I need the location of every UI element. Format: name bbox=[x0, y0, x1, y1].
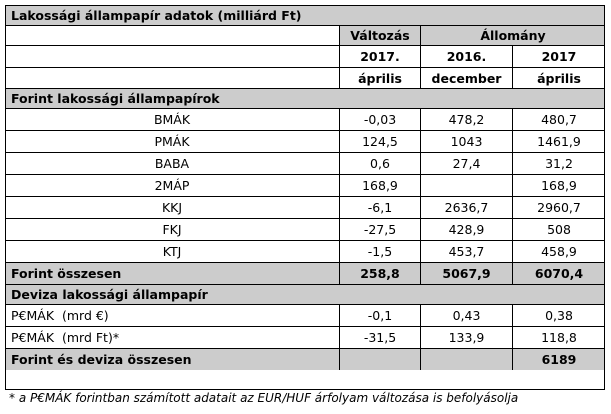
grand-total-row: Forint és deviza összesen 6189 bbox=[5, 349, 605, 370]
grand-total-label: Forint és deviza összesen bbox=[5, 349, 340, 370]
forint-section-title-text: Forint lakossági állampapírok bbox=[11, 91, 220, 106]
table-row: FKJ -27,5 428,9 508 bbox=[5, 219, 605, 241]
row-dec2016: 2636,7 bbox=[421, 197, 513, 218]
row-change: -0,03 bbox=[340, 109, 421, 130]
forint-section-title: Forint lakossági állampapírok bbox=[5, 89, 605, 109]
row-apr2017: 480,7 bbox=[541, 112, 577, 127]
grand-total-change bbox=[340, 349, 421, 370]
header-col2-year: 2016. bbox=[421, 46, 513, 67]
row-name: FKJ bbox=[5, 219, 340, 240]
header-col3-year: 2017 bbox=[513, 46, 605, 67]
header-col3-month-text: április bbox=[537, 70, 581, 86]
row-change: -1,5 bbox=[340, 241, 421, 262]
forint-total-change: 258,8 bbox=[340, 263, 421, 284]
row-dec2016: 1043 bbox=[421, 131, 513, 152]
row-apr2017: 118,8 bbox=[541, 330, 577, 345]
grand-total-apr2017: 6189 bbox=[541, 352, 577, 367]
forint-total-dec2016: 5067,9 bbox=[421, 263, 513, 284]
header-col2-month: december bbox=[421, 68, 513, 88]
forint-total-apr2017: 6070,4 bbox=[534, 266, 584, 281]
header-change-label: Változás bbox=[350, 28, 410, 43]
header-col2-month-text: december bbox=[431, 70, 502, 86]
footnote: * a P€MÁK forintban számított adatait az… bbox=[9, 391, 519, 405]
row-name: P€MÁK (mrd Ft)* bbox=[5, 327, 340, 348]
row-change: 124,5 bbox=[340, 131, 421, 152]
row-apr2017: 31,2 bbox=[545, 156, 573, 171]
row-name: P€MÁK (mrd €) bbox=[5, 305, 340, 326]
table-title-text: Lakossági állampapír adatok (milliárd Ft… bbox=[11, 7, 302, 23]
header-blank bbox=[5, 26, 340, 45]
row-name: KKJ bbox=[5, 197, 340, 218]
table-row: KKJ -6,1 2636,7 2960,7 bbox=[5, 197, 605, 219]
row-dec2016: 0,43 bbox=[421, 305, 513, 326]
row-name: BMÁK bbox=[5, 109, 340, 130]
row-apr2017: 458,9 bbox=[541, 244, 577, 259]
header-row-years: 2017. 2016. 2017 bbox=[5, 46, 605, 68]
table-title: Lakossági állampapír adatok (milliárd Ft… bbox=[5, 5, 605, 26]
header-row-labels: Változás Állomány bbox=[5, 26, 605, 46]
row-change: -27,5 bbox=[340, 219, 421, 240]
header-row-months: április december április bbox=[5, 68, 605, 89]
header-stock: Állomány bbox=[421, 26, 605, 45]
table-row: P€MÁK (mrd €) -0,1 0,43 0,38 bbox=[5, 305, 605, 327]
row-apr2017: 168,9 bbox=[541, 178, 577, 193]
row-dec2016 bbox=[421, 175, 513, 196]
row-apr2017: 0,38 bbox=[545, 308, 573, 323]
grand-total-dec2016 bbox=[421, 349, 513, 370]
row-dec2016: 133,9 bbox=[421, 327, 513, 348]
row-name: PMÁK bbox=[5, 131, 340, 152]
row-dec2016: 27,4 bbox=[421, 153, 513, 174]
row-change: 0,6 bbox=[340, 153, 421, 174]
row-change: -6,1 bbox=[340, 197, 421, 218]
table-row: KTJ -1,5 453,7 458,9 bbox=[5, 241, 605, 263]
header-col2-year-text: 2016. bbox=[446, 49, 487, 64]
table-row: PMÁK 124,5 1043 1461,9 bbox=[5, 131, 605, 153]
header-blank-3 bbox=[5, 68, 340, 88]
row-apr2017: 1461,9 bbox=[537, 134, 581, 149]
header-col3-month: április bbox=[513, 68, 605, 88]
table-row: BMÁK -0,03 478,2 480,7 bbox=[5, 109, 605, 131]
header-col1-year: 2017. bbox=[340, 46, 421, 67]
header-col1-year-text: 2017. bbox=[360, 49, 400, 64]
row-name: KTJ bbox=[5, 241, 340, 262]
row-apr2017: 508 bbox=[547, 222, 571, 237]
header-col1-month-text: április bbox=[358, 70, 402, 86]
header-stock-label: Állomány bbox=[480, 28, 546, 43]
forint-total-row: Forint összesen 258,8 5067,9 6070,4 bbox=[5, 263, 605, 285]
row-apr2017: 2960,7 bbox=[537, 200, 581, 215]
row-name: BABA bbox=[5, 153, 340, 174]
table-row: BABA 0,6 27,4 31,2 bbox=[5, 153, 605, 175]
header-change: Változás bbox=[340, 26, 421, 45]
table-row: 2MÁP 168,9 168,9 bbox=[5, 175, 605, 197]
header-col1-month: április bbox=[340, 68, 421, 88]
header-blank-2 bbox=[5, 46, 340, 67]
row-change: 168,9 bbox=[340, 175, 421, 196]
table-row: P€MÁK (mrd Ft)* -31,5 133,9 118,8 bbox=[5, 327, 605, 349]
row-dec2016: 478,2 bbox=[421, 109, 513, 130]
row-change: -0,1 bbox=[340, 305, 421, 326]
header-col3-year-text: 2017 bbox=[541, 49, 577, 64]
deviza-section-title-text: Deviza lakossági állampapír bbox=[11, 287, 208, 302]
row-change: -31,5 bbox=[340, 327, 421, 348]
state-securities-table: Lakossági állampapír adatok (milliárd Ft… bbox=[5, 5, 605, 370]
row-dec2016: 428,9 bbox=[421, 219, 513, 240]
row-dec2016: 453,7 bbox=[421, 241, 513, 262]
deviza-section-title: Deviza lakossági állampapír bbox=[5, 285, 605, 305]
forint-total-label: Forint összesen bbox=[5, 263, 340, 284]
row-name: 2MÁP bbox=[5, 175, 340, 196]
